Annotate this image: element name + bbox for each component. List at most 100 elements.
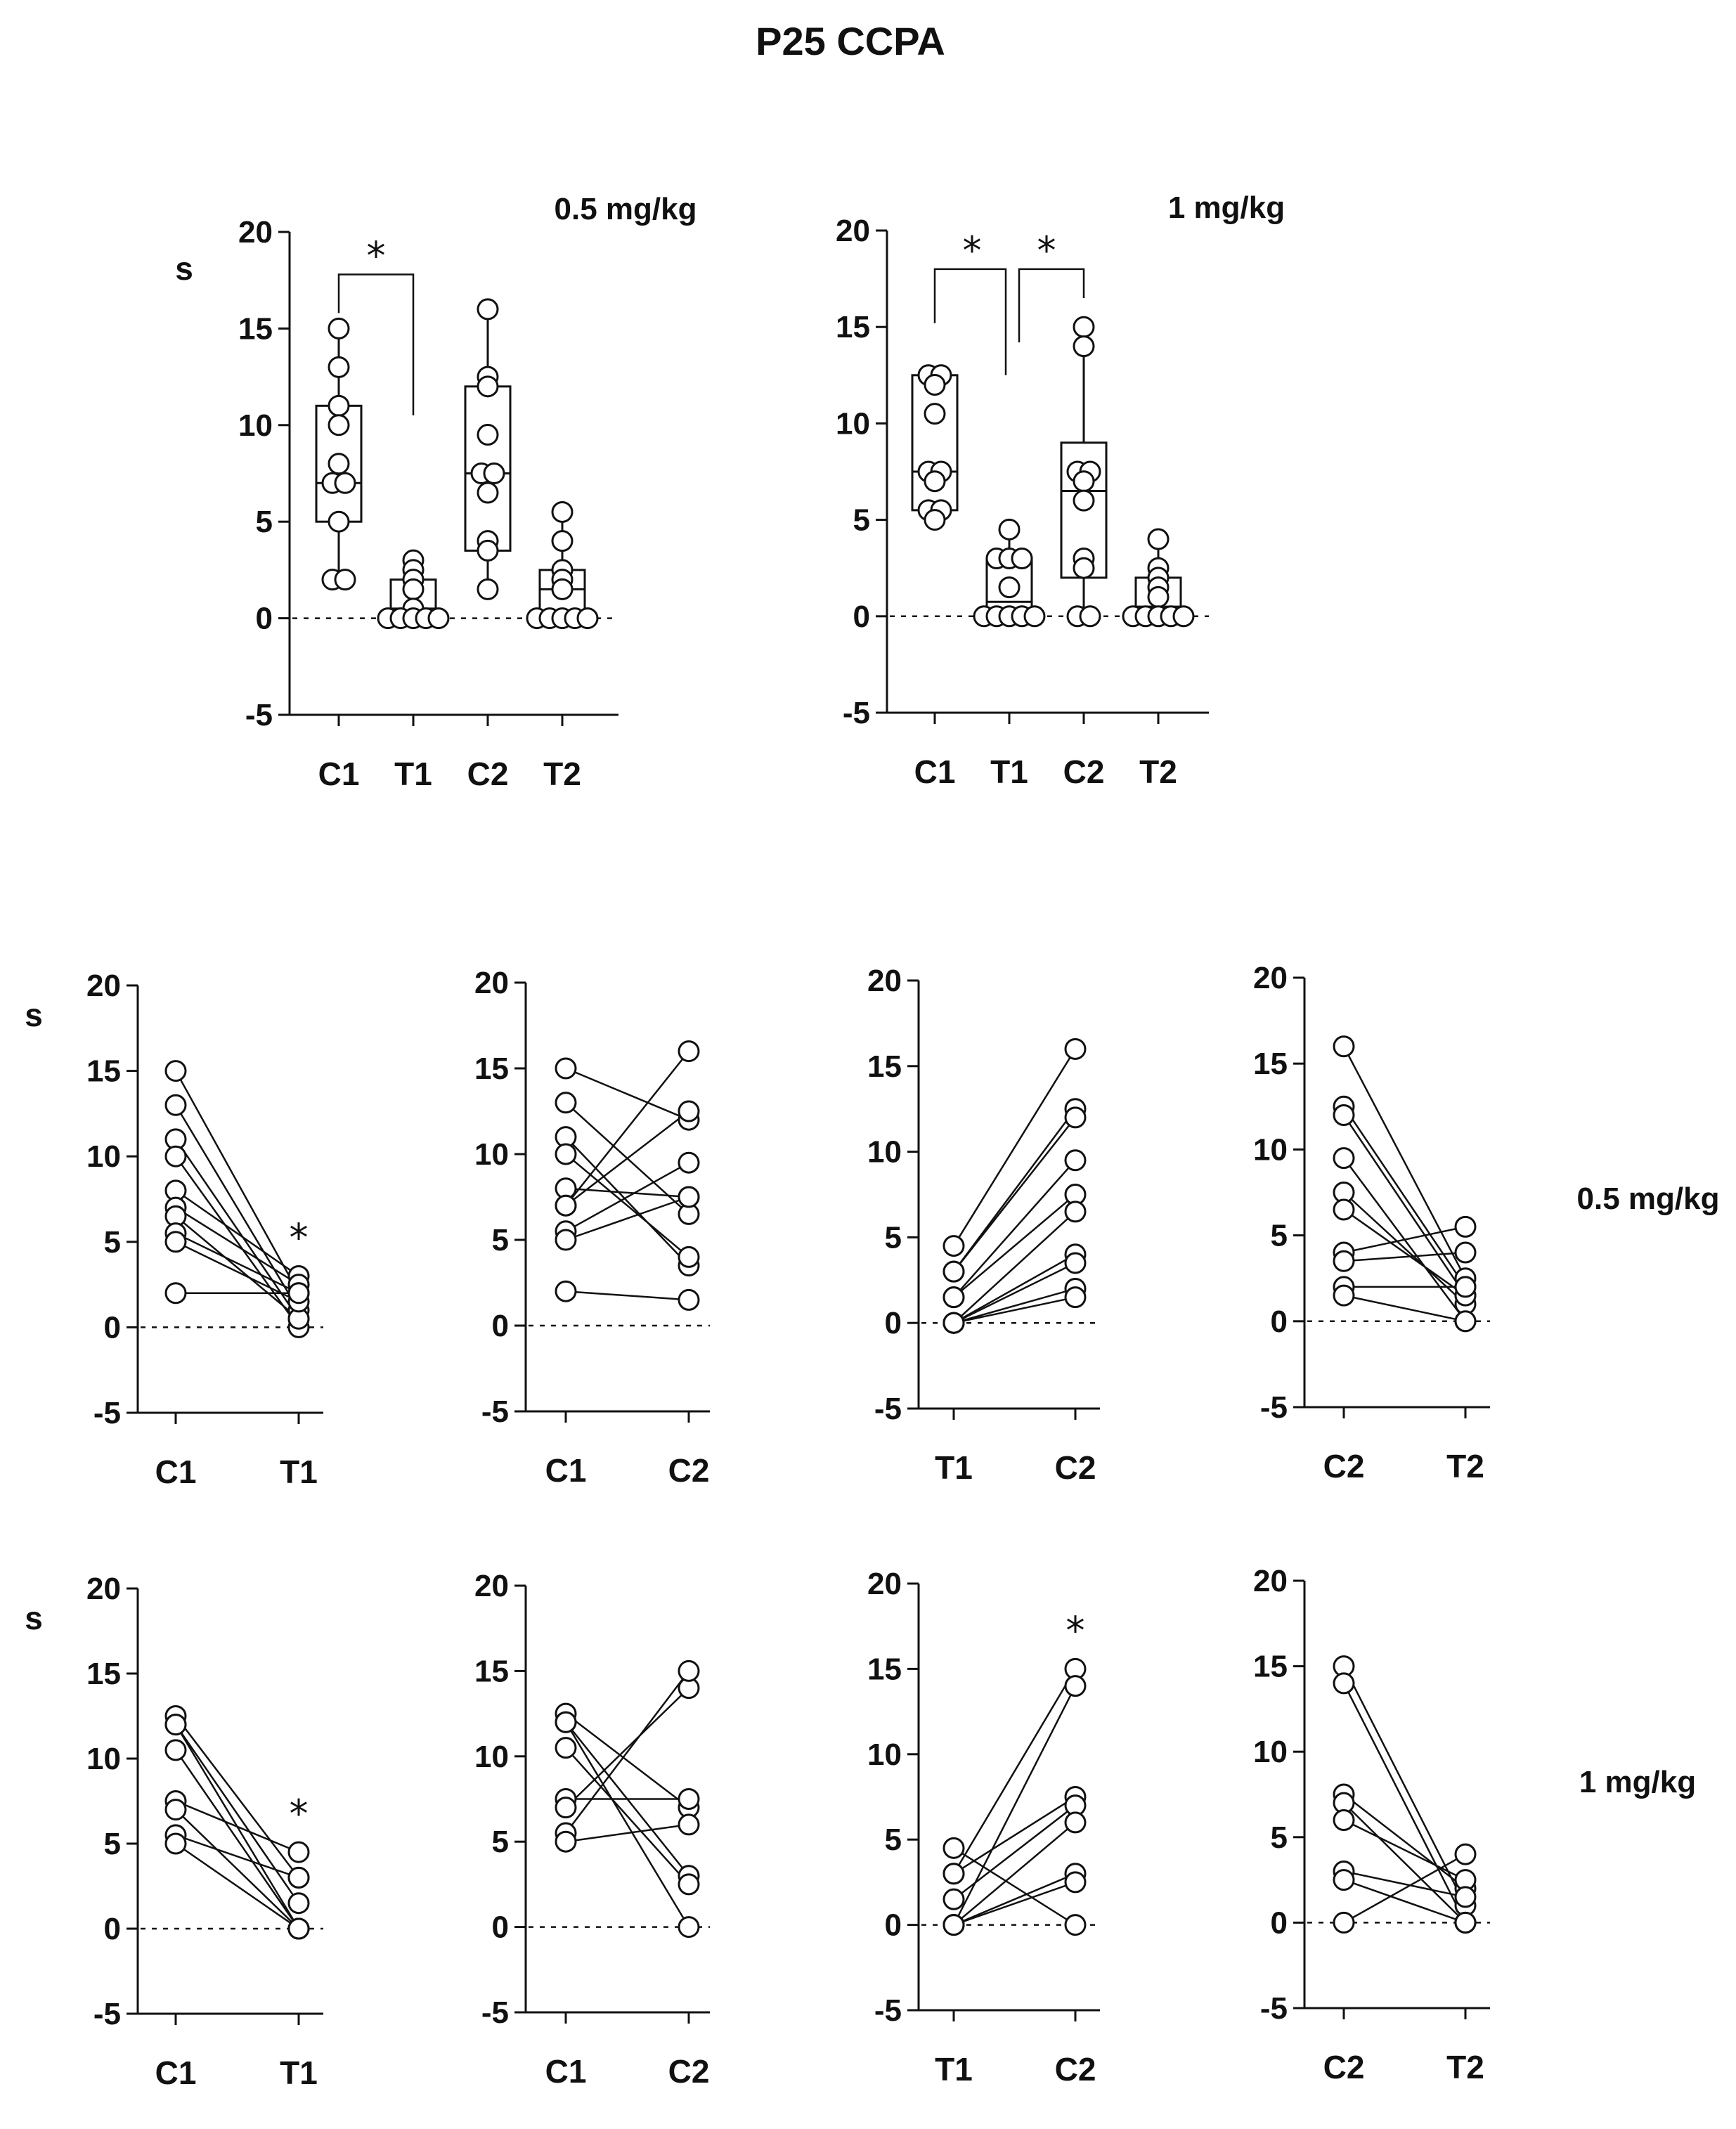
data-point bbox=[678, 1100, 700, 1122]
pair-line bbox=[953, 1296, 1076, 1324]
pair-line bbox=[565, 1290, 689, 1301]
data-point bbox=[551, 578, 574, 600]
data-point bbox=[164, 1799, 187, 1821]
pair-line bbox=[565, 1136, 689, 1267]
data-point bbox=[943, 1312, 965, 1334]
data-point bbox=[1073, 470, 1095, 493]
y-tick-label: 0 bbox=[1271, 1905, 1288, 1940]
data-point bbox=[1333, 1035, 1355, 1058]
paired-plot-pair-0.5-T1C2: 20 15 10 5 0 -5 T1 C2 bbox=[867, 964, 1100, 1486]
pair-line bbox=[952, 1048, 1077, 1247]
data-point bbox=[1333, 1672, 1355, 1695]
data-point bbox=[678, 1813, 700, 1836]
data-point bbox=[164, 1231, 187, 1253]
y-tick-label: 5 bbox=[1271, 1219, 1288, 1253]
y-tick-label: 20 bbox=[474, 966, 509, 1000]
data-point bbox=[164, 1714, 187, 1736]
data-point bbox=[1454, 1241, 1477, 1264]
pair-line bbox=[175, 1808, 299, 1929]
x-tick-label: T2 bbox=[1446, 1448, 1484, 1484]
y-tick-label: -5 bbox=[245, 698, 273, 732]
x-tick-label: T1 bbox=[990, 753, 1028, 790]
data-point bbox=[1333, 1808, 1355, 1831]
data-point bbox=[477, 578, 499, 600]
data-point bbox=[287, 1892, 310, 1915]
y-tick-label: 20 bbox=[867, 1567, 902, 1601]
data-point bbox=[1073, 557, 1095, 579]
data-point bbox=[678, 1788, 700, 1810]
data-point bbox=[678, 1659, 700, 1682]
data-point bbox=[477, 539, 499, 562]
y-tick-label: 15 bbox=[474, 1051, 509, 1086]
y-tick-label: -5 bbox=[481, 1995, 509, 2030]
data-point bbox=[287, 1866, 310, 1889]
data-point bbox=[1333, 1284, 1355, 1307]
data-point bbox=[1333, 1869, 1355, 1891]
paired-plot-pair-1-C1T1: 20 15 10 5 0 -5 C1 T1 s * bbox=[25, 1572, 323, 2091]
data-point bbox=[576, 607, 599, 630]
pair-line bbox=[1343, 1794, 1466, 1889]
pair-line bbox=[953, 1288, 1076, 1324]
pair-line bbox=[175, 1232, 299, 1294]
y-tick-label: 10 bbox=[1253, 1735, 1288, 1769]
data-point bbox=[483, 462, 505, 484]
data-point bbox=[1333, 1250, 1355, 1272]
pair-line bbox=[953, 1872, 1076, 1926]
data-point bbox=[1454, 1310, 1477, 1333]
pair-line bbox=[1343, 1802, 1466, 1924]
data-point bbox=[678, 1040, 700, 1063]
data-point bbox=[1064, 1675, 1087, 1697]
x-tick-label: C2 bbox=[1323, 2049, 1365, 2085]
y-tick-label: -5 bbox=[93, 1997, 121, 2031]
pair-line bbox=[175, 1241, 299, 1303]
pair-line bbox=[175, 1189, 299, 1277]
pair-line bbox=[953, 1821, 1076, 1926]
data-point bbox=[1333, 1147, 1355, 1170]
pair-line bbox=[174, 1070, 300, 1294]
x-tick-label: C2 bbox=[668, 1452, 710, 1489]
y-tick-label: 0 bbox=[885, 1306, 902, 1340]
y-tick-label: 5 bbox=[885, 1220, 902, 1255]
x-tick-label: C2 bbox=[668, 2053, 710, 2090]
data-point bbox=[943, 1863, 965, 1885]
y-tick-label: 0 bbox=[256, 602, 273, 636]
y-tick-label: 15 bbox=[836, 310, 870, 344]
y-tick-label: 10 bbox=[867, 1135, 902, 1170]
data-point bbox=[1454, 1843, 1477, 1865]
data-point bbox=[1064, 1811, 1087, 1834]
pair-line bbox=[175, 1842, 299, 1930]
significance-bracket bbox=[933, 268, 1007, 375]
y-tick-label: 20 bbox=[238, 215, 273, 250]
data-point bbox=[1073, 335, 1095, 358]
data-point bbox=[1454, 1215, 1477, 1238]
y-tick-label: 20 bbox=[474, 1569, 509, 1603]
x-tick-label: C1 bbox=[318, 756, 360, 792]
data-point bbox=[164, 1145, 187, 1167]
data-point bbox=[287, 1917, 310, 1940]
data-point bbox=[328, 394, 350, 417]
data-point bbox=[551, 500, 574, 523]
pair-line bbox=[565, 1111, 689, 1207]
row-dose-label: 0.5 mg/kg bbox=[1577, 1182, 1720, 1216]
pair-line bbox=[174, 1104, 300, 1311]
y-tick-label: -5 bbox=[93, 1396, 121, 1430]
pair-line bbox=[1342, 1046, 1467, 1279]
y-tick-label: 0 bbox=[1271, 1305, 1288, 1339]
data-point bbox=[1147, 585, 1170, 608]
data-point bbox=[477, 298, 499, 321]
data-point bbox=[328, 453, 350, 475]
x-tick-label: T2 bbox=[1139, 753, 1177, 790]
data-point bbox=[555, 1737, 577, 1759]
pair-line bbox=[953, 1847, 1076, 1926]
significance-marker: * bbox=[963, 228, 982, 273]
pair-line bbox=[565, 1067, 689, 1121]
data-point bbox=[943, 1260, 965, 1283]
y-tick-label: 10 bbox=[86, 1139, 121, 1174]
y-tick-label: 0 bbox=[492, 1910, 509, 1945]
pair-line bbox=[952, 1685, 1077, 1926]
pair-line bbox=[565, 1187, 689, 1198]
data-point bbox=[164, 1094, 187, 1116]
pair-line bbox=[565, 1196, 689, 1241]
data-point bbox=[1064, 1914, 1087, 1936]
y-tick-label: 0 bbox=[492, 1309, 509, 1343]
